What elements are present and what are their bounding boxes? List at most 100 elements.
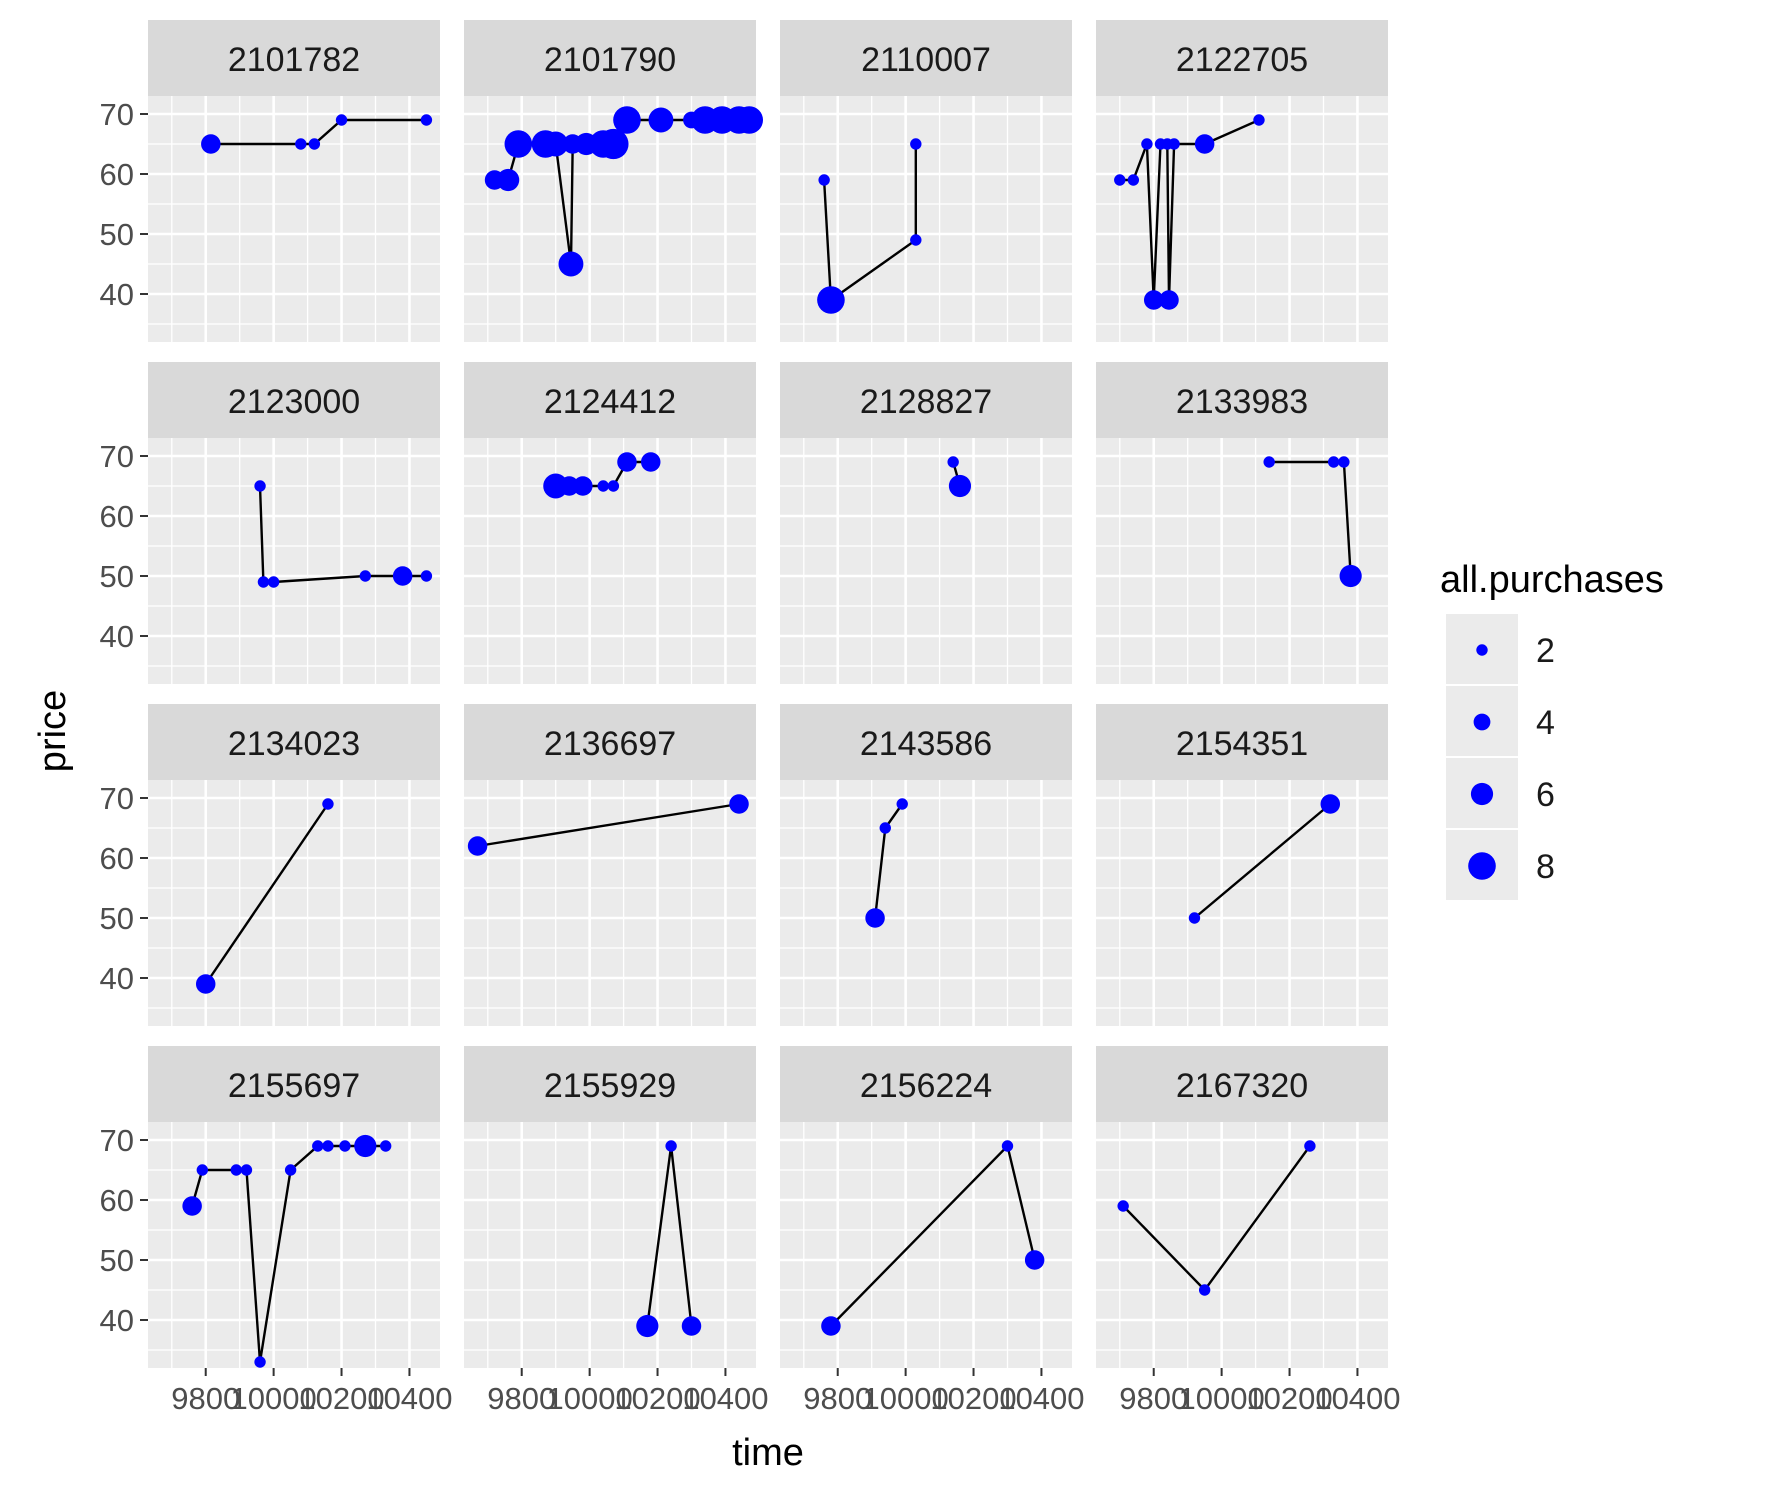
facet-strip: [1096, 362, 1388, 438]
facet-strip: [464, 704, 756, 780]
data-point: [230, 1164, 242, 1176]
facet-strip: [148, 1046, 440, 1122]
data-point: [1159, 290, 1179, 310]
y-tick-label: 40: [100, 277, 134, 312]
data-point: [1001, 1140, 1014, 1152]
data-point: [322, 798, 334, 810]
facet-panel-2136697: 2136697: [464, 704, 756, 1026]
data-point: [1024, 1250, 1045, 1270]
data-point: [379, 1140, 392, 1152]
y-tick-label: 40: [100, 619, 134, 654]
facet-strip-label: 2155929: [544, 1067, 676, 1105]
data-point: [910, 138, 922, 150]
data-point: [1117, 1200, 1129, 1212]
data-point: [392, 566, 413, 586]
data-point: [1320, 794, 1341, 814]
data-point: [295, 138, 307, 150]
data-point: [607, 480, 620, 492]
data-point: [617, 452, 637, 472]
data-point: [865, 908, 885, 928]
facet-panel-2143586: 2143586: [780, 704, 1072, 1026]
data-point: [1168, 138, 1180, 150]
y-axis-label: price: [32, 690, 74, 772]
y-tick-label: 50: [100, 1243, 134, 1278]
facet-strip-label: 2155697: [228, 1067, 360, 1105]
data-point: [681, 1316, 702, 1336]
facet-panels: 2101782 40 50 60 70 2101790 2110007 2122705 2123…: [100, 20, 1401, 1416]
data-point: [817, 286, 845, 314]
x-tick-label: 10200: [930, 1381, 1016, 1416]
x-tick-label: 10400: [1314, 1381, 1400, 1416]
legend-key-point: [1470, 782, 1494, 806]
data-point: [1143, 290, 1164, 310]
facet-panel-2110007: 2110007: [780, 20, 1072, 342]
series-line: [1193, 803, 1332, 919]
data-point: [598, 128, 629, 160]
data-point: [573, 476, 593, 496]
panel-background: [148, 1122, 440, 1368]
data-point: [1188, 912, 1201, 924]
data-point: [195, 974, 216, 994]
facet-strip-label: 2133983: [1176, 383, 1308, 421]
data-point: [1253, 114, 1265, 126]
legend-title: all.purchases: [1440, 559, 1664, 601]
data-point: [1141, 138, 1153, 150]
y-tick-label: 70: [100, 97, 134, 132]
facet-strip-label: 2134023: [228, 725, 360, 763]
facet-strip-label: 2101790: [544, 41, 676, 79]
data-point: [1194, 134, 1215, 154]
data-point: [947, 456, 959, 468]
x-tick-label: 9800: [171, 1381, 240, 1416]
data-point: [335, 114, 348, 126]
series-line: [477, 802, 740, 848]
facet-strip: [1096, 704, 1388, 780]
data-point: [1114, 174, 1126, 186]
data-point: [910, 234, 922, 246]
legend-key-point: [1476, 644, 1488, 656]
data-point: [240, 1164, 253, 1176]
facet-strip-label: 2167320: [1176, 1067, 1308, 1105]
facet-strip-label: 2156224: [860, 1067, 992, 1105]
data-point: [896, 798, 908, 810]
y-tick-label: 60: [100, 1183, 134, 1218]
x-tick-label: 10200: [1246, 1381, 1332, 1416]
x-tick-label: 10400: [682, 1381, 768, 1416]
data-point: [948, 474, 972, 498]
facet-strip-label: 2124412: [544, 383, 676, 421]
data-point: [665, 1140, 677, 1152]
x-axis-label: time: [732, 1432, 804, 1474]
facet-strip: [1096, 1046, 1388, 1122]
data-point: [636, 1314, 659, 1338]
y-tick-label: 70: [100, 781, 134, 816]
facet-strip: [148, 362, 440, 438]
x-tick-label: 9800: [487, 1381, 556, 1416]
data-point: [1127, 174, 1140, 186]
data-point: [201, 134, 221, 154]
data-point: [735, 106, 764, 134]
data-point: [597, 480, 609, 492]
data-point: [821, 1316, 841, 1336]
panel-background: [780, 438, 1072, 684]
data-point: [640, 452, 661, 472]
panel-background: [148, 438, 440, 684]
x-tick-label: 10000: [231, 1381, 317, 1416]
facet-strip: [780, 1046, 1072, 1122]
facet-strip-label: 2101782: [228, 41, 360, 79]
panel-background: [464, 780, 756, 1026]
data-point: [267, 576, 280, 588]
y-tick-label: 70: [100, 1123, 134, 1158]
data-point: [420, 570, 433, 582]
data-point: [1198, 1284, 1211, 1296]
y-tick-label: 50: [100, 217, 134, 252]
data-point: [648, 107, 674, 133]
legend-key-label: 6: [1536, 776, 1555, 814]
facet-strip-label: 2110007: [861, 41, 991, 79]
legend-key-point: [1468, 852, 1496, 880]
facet-strip: [148, 704, 440, 780]
y-tick-label: 60: [100, 499, 134, 534]
x-tick-label: 10200: [298, 1381, 384, 1416]
facet-strip-label: 2154351: [1176, 725, 1308, 763]
